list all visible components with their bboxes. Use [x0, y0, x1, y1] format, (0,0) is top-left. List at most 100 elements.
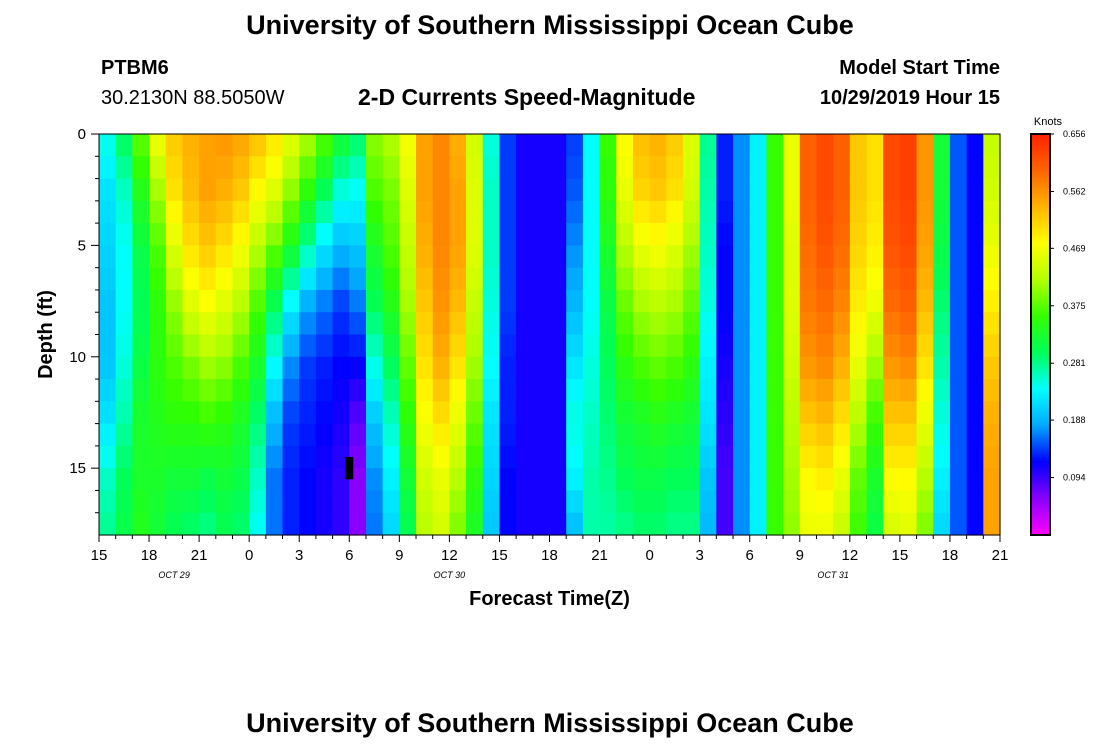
- colorbar-label: 0.562: [1063, 186, 1086, 196]
- heatmap-cell: [699, 356, 717, 380]
- heatmap-cell: [215, 134, 234, 157]
- heatmap-cell: [382, 445, 400, 469]
- heatmap-cell: [682, 178, 701, 202]
- heatmap-cell: [816, 334, 834, 358]
- heatmap-cell: [766, 468, 784, 492]
- heatmap-cell: [783, 200, 801, 224]
- heatmap-cell: [315, 178, 334, 202]
- heatmap-cell: [516, 490, 534, 514]
- heatmap-cell: [983, 356, 1001, 380]
- heatmap-cell: [916, 401, 934, 425]
- heatmap-cell: [983, 267, 1001, 291]
- heatmap-cell: [716, 245, 734, 269]
- heatmap-cell: [282, 512, 300, 536]
- heatmap-cell: [649, 468, 667, 492]
- heatmap-cell: [632, 334, 651, 358]
- heatmap-cell: [616, 401, 634, 425]
- heatmap-cell: [582, 401, 601, 425]
- heatmap-cell: [365, 156, 384, 180]
- heatmap-cell: [933, 134, 951, 157]
- heatmap-cell: [182, 468, 200, 492]
- heatmap-cell: [299, 267, 317, 291]
- heatmap-cell: [632, 134, 651, 157]
- heatmap-cell: [149, 512, 167, 536]
- heatmap-cell: [916, 379, 934, 402]
- heatmap-cell: [916, 156, 934, 180]
- heatmap-cell: [449, 468, 467, 492]
- heatmap-cell: [382, 156, 400, 180]
- heatmap-cell: [849, 468, 868, 492]
- heatmap-cell: [115, 289, 133, 313]
- heatmap-cell: [616, 245, 634, 269]
- heatmap-cell: [399, 156, 417, 180]
- heatmap-cell: [299, 156, 317, 180]
- heatmap-cell: [332, 223, 350, 246]
- heatmap-cell: [866, 401, 884, 425]
- heatmap-cell: [916, 134, 934, 157]
- station-coords: 30.2130N 88.5050W: [101, 87, 285, 109]
- heatmap-cell: [733, 490, 751, 514]
- heatmap-cell: [365, 267, 384, 291]
- heatmap-cell: [399, 423, 417, 447]
- heatmap-cell: [132, 512, 150, 536]
- heatmap-cell: [666, 468, 684, 492]
- heatmap-cell: [432, 178, 450, 202]
- heatmap-cell: [332, 356, 350, 380]
- heatmap-cell: [666, 512, 684, 536]
- heatmap-cell: [849, 490, 868, 514]
- y-tick-label: 5: [78, 237, 86, 254]
- heatmap-cell: [215, 223, 234, 246]
- x-tick-label: 18: [541, 547, 558, 564]
- heatmap-cell: [566, 379, 584, 402]
- date-label: OCT 31: [817, 570, 849, 580]
- heatmap-cell: [799, 490, 818, 514]
- heatmap-cell: [265, 468, 284, 492]
- heatmap-cell: [849, 334, 868, 358]
- heatmap-cell: [282, 401, 300, 425]
- heatmap-cell: [499, 312, 517, 336]
- heatmap-cell: [816, 178, 834, 202]
- heatmap-cell: [399, 223, 417, 246]
- heatmap-cell: [783, 445, 801, 469]
- heatmap-cell: [399, 245, 417, 269]
- heatmap-cell: [365, 289, 384, 313]
- heatmap-cell: [466, 178, 484, 202]
- heatmap-cell: [349, 423, 367, 447]
- heatmap-cell: [599, 356, 617, 380]
- heatmap-cell: [716, 468, 734, 492]
- heatmap-cell: [315, 134, 334, 157]
- heatmap-cell: [466, 200, 484, 224]
- heatmap-cell: [733, 289, 751, 313]
- heatmap-cell: [599, 445, 617, 469]
- heatmap-cell: [399, 512, 417, 536]
- heatmap-cell: [432, 289, 450, 313]
- heatmap-cell: [649, 401, 667, 425]
- heatmap-cell: [983, 289, 1001, 313]
- heatmap-cell: [916, 423, 934, 447]
- heatmap-cell: [532, 178, 551, 202]
- x-tick-label: 15: [91, 547, 108, 564]
- heatmap-cell: [616, 267, 634, 291]
- heatmap-cell: [949, 468, 968, 492]
- heatmap-cell: [549, 245, 567, 269]
- colorbar-label: 0.094: [1063, 473, 1086, 483]
- heatmap-cell: [566, 178, 584, 202]
- heatmap-cell: [632, 223, 651, 246]
- heatmap-cell: [365, 178, 384, 202]
- heatmap-cell: [549, 423, 567, 447]
- heatmap-cell: [165, 401, 184, 425]
- heatmap-cell: [132, 178, 150, 202]
- heatmap-cell: [249, 490, 267, 514]
- heatmap-cell: [582, 379, 601, 402]
- heatmap-cell: [816, 379, 834, 402]
- heatmap-cell: [916, 312, 934, 336]
- x-axis-label: Forecast Time(Z): [469, 588, 630, 610]
- heatmap-cell: [649, 445, 667, 469]
- heatmap-cell: [516, 156, 534, 180]
- heatmap-cell: [299, 490, 317, 514]
- heatmap-cell: [933, 356, 951, 380]
- heatmap-cell: [916, 178, 934, 202]
- heatmap-cell: [649, 200, 667, 224]
- heatmap-cell: [866, 267, 884, 291]
- heatmap-cell: [349, 379, 367, 402]
